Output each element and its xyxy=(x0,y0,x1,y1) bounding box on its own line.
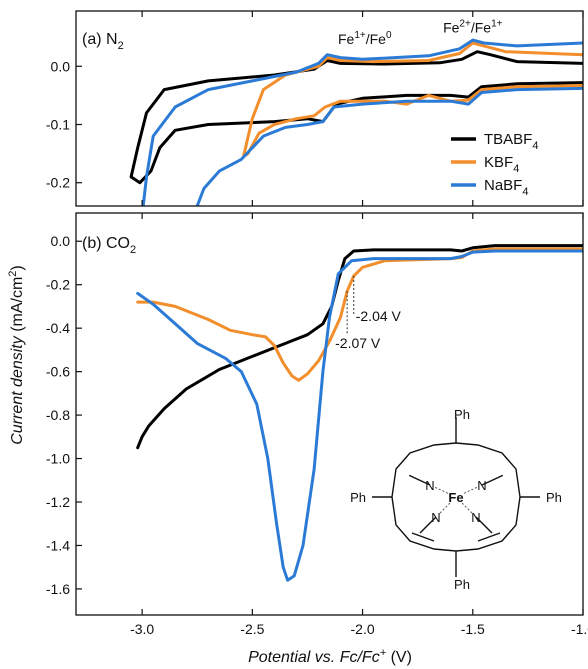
y-tick-label: 0.0 xyxy=(51,58,71,74)
fe-porphyrin-structure: N N N N Fe Ph Ph Ph Ph xyxy=(350,407,562,592)
legend-label: NaBF4 xyxy=(484,177,528,198)
legend-label: TBABF4 xyxy=(484,131,538,152)
nitrogen-atom: N xyxy=(471,510,480,525)
x-tick-label: -1.0 xyxy=(571,621,588,637)
nitrogen-atom: N xyxy=(477,478,486,493)
plot-frame-b xyxy=(76,213,583,615)
coordination-bond xyxy=(435,487,448,493)
redox-annotation: Fe1+/Fe0 xyxy=(338,30,392,47)
nitrogen-atom: N xyxy=(431,510,440,525)
y-tick-label: -0.1 xyxy=(46,117,70,133)
y-tick-label: -1.4 xyxy=(46,537,70,553)
panel-label-a: (a) N2 xyxy=(82,31,124,52)
y-tick-label: -1.0 xyxy=(46,451,70,467)
phenyl-label: Ph xyxy=(350,490,366,505)
phenyl-label: Ph xyxy=(454,577,470,592)
nitrogen-atom: N xyxy=(425,478,434,493)
y-tick-label: 0.0 xyxy=(51,233,71,249)
panel-label-b: (b) CO2 xyxy=(82,235,136,256)
onset-marker-label: -2.07 V xyxy=(335,335,381,351)
y-tick-label: -0.6 xyxy=(46,364,70,380)
x-tick-label: -3.0 xyxy=(130,621,154,637)
phenyl-label: Ph xyxy=(546,490,562,505)
y-tick-label: -1.6 xyxy=(46,581,70,597)
redox-annotation: Fe2+/Fe1+ xyxy=(443,19,503,36)
onset-marker-label: -2.04 V xyxy=(356,308,402,324)
coordination-bond xyxy=(464,487,477,493)
phenyl-label: Ph xyxy=(454,407,470,422)
x-tick-label: -2.0 xyxy=(351,621,375,637)
x-axis: -3.0 -2.5 -2.0 -1.5 -1.0 xyxy=(130,621,588,637)
iron-atom: Fe xyxy=(448,490,463,505)
y-tick-label: -0.2 xyxy=(46,175,70,191)
y-axis-title: Current density (mA/cm2) xyxy=(7,265,26,445)
legend-label: KBF4 xyxy=(484,154,519,175)
y-tick-label: -0.2 xyxy=(46,277,70,293)
y-tick-label: -1.2 xyxy=(46,494,70,510)
x-tick-label: -1.5 xyxy=(461,621,485,637)
x-tick-label: -2.5 xyxy=(240,621,264,637)
y-tick-label: -0.8 xyxy=(46,407,70,423)
wedge-bonds xyxy=(412,533,500,541)
y-tick-label: -0.4 xyxy=(46,320,70,336)
series-line-nabf4 xyxy=(138,251,583,580)
panel-b-co2: 0.0 -0.2 -0.4 -0.6 -0.8 -1.0 -1.2 -1.4 -1.6 (b) C… xyxy=(46,213,583,615)
x-axis-title: Potential vs. Fc/Fc+ (V) xyxy=(248,647,412,666)
